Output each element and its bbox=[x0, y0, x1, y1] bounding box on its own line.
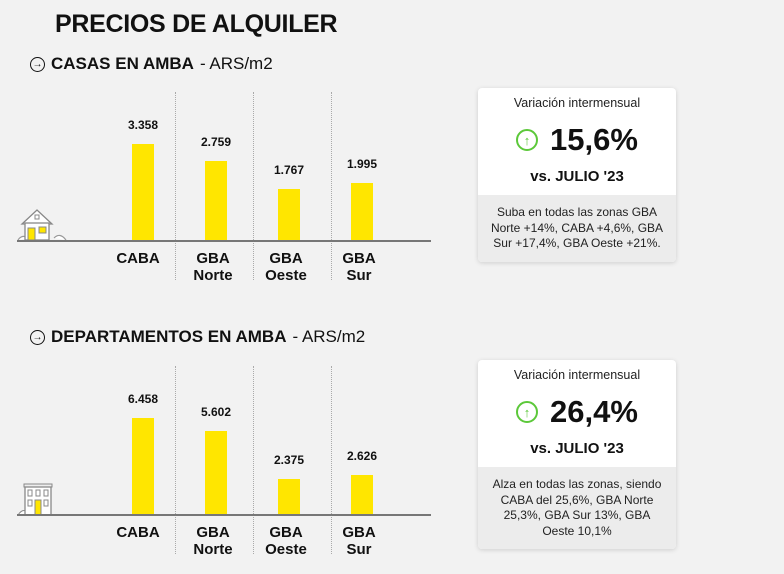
column-separator bbox=[253, 366, 254, 554]
card-note: Alza en todas las zonas, siendo CABA del… bbox=[478, 467, 676, 549]
data-label: 5.602 bbox=[200, 404, 232, 419]
category-label: GBA Oeste bbox=[265, 250, 307, 284]
card-label: Variación intermensual bbox=[513, 96, 641, 110]
card-label: Variación intermensual bbox=[513, 368, 641, 382]
column-separator bbox=[331, 92, 332, 280]
page-title: PRECIOS DE ALQUILER bbox=[55, 10, 338, 38]
bar bbox=[351, 182, 373, 240]
column-separator bbox=[175, 366, 176, 554]
data-label: 6.458 bbox=[127, 392, 159, 406]
departamentos-bar-chart: 6.458 CABA 5.602 GBA Norte 2.375 GBA Oeste 2.6… bbox=[0, 354, 440, 574]
bar bbox=[132, 418, 154, 514]
variation-card-departamentos: Variación intermensual ↑ 26,4% vs. JULIO … bbox=[478, 360, 676, 549]
baseline bbox=[17, 240, 431, 242]
card-comparison: vs. JULIO '23 bbox=[530, 168, 624, 185]
column-separator bbox=[253, 92, 254, 280]
bar bbox=[351, 474, 373, 514]
category-label: CABA bbox=[116, 250, 160, 267]
data-label: 1.995 bbox=[346, 156, 378, 171]
bar bbox=[132, 144, 154, 240]
data-label: 3.358 bbox=[127, 118, 159, 132]
variation-card-casas: Variación intermensual ↑ 15,6% vs. JULIO … bbox=[478, 88, 676, 262]
data-label: 2.759 bbox=[200, 135, 232, 150]
card-note: Suba en todas las zonas GBA Norte +14%, … bbox=[478, 195, 676, 262]
card-value: 15,6% bbox=[550, 122, 638, 157]
section-heading-casas: → CASAS EN AMBA - ARS/m2 bbox=[30, 54, 273, 74]
section-title: DEPARTAMENTOS EN AMBA bbox=[51, 327, 287, 346]
category-label: GBA Norte bbox=[193, 524, 233, 558]
data-label: 1.767 bbox=[273, 163, 305, 178]
section-unit: - ARS/m2 bbox=[199, 54, 273, 73]
bar bbox=[278, 189, 300, 240]
arrow-right-circle-icon: → bbox=[30, 329, 45, 345]
bar bbox=[205, 430, 227, 514]
bar bbox=[278, 478, 300, 514]
data-label: 2.375 bbox=[273, 452, 305, 467]
category-label: CABA bbox=[116, 524, 160, 541]
category-label: GBA Sur bbox=[342, 250, 376, 284]
column-separator bbox=[331, 366, 332, 554]
category-label: GBA Oeste bbox=[265, 524, 307, 558]
data-label: 2.626 bbox=[346, 448, 378, 463]
section-title: CASAS EN AMBA bbox=[51, 54, 194, 73]
column-separator bbox=[175, 92, 176, 280]
arrow-up-circle-icon: ↑ bbox=[516, 129, 539, 151]
arrow-up-circle-icon: ↑ bbox=[516, 401, 539, 423]
apartment-building-icon bbox=[16, 480, 56, 521]
card-comparison: vs. JULIO '23 bbox=[530, 440, 624, 457]
section-heading-departamentos: → DEPARTAMENTOS EN AMBA - ARS/m2 bbox=[30, 327, 365, 347]
baseline bbox=[17, 514, 431, 516]
section-unit: - ARS/m2 bbox=[292, 327, 366, 346]
arrow-right-circle-icon: → bbox=[30, 56, 45, 72]
bar bbox=[205, 161, 227, 240]
casas-bar-chart: 3.358 CABA 2.759 GBA Norte 1.767 GBA Oeste 1.9… bbox=[0, 80, 440, 300]
house-icon bbox=[16, 206, 68, 247]
category-label: GBA Norte bbox=[193, 250, 233, 284]
category-label: GBA Sur bbox=[342, 524, 376, 558]
card-value: 26,4% bbox=[550, 394, 638, 429]
